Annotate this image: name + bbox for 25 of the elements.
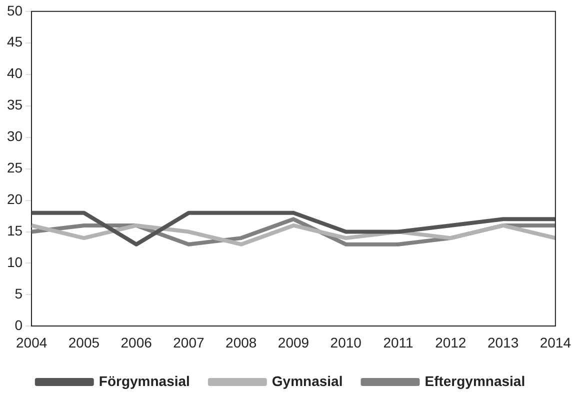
y-tick-label: 45 [6, 34, 23, 50]
y-tick-label: 35 [6, 96, 23, 113]
y-tick-label: 0 [14, 317, 23, 334]
x-tick-label: 2011 [383, 334, 414, 350]
x-tick-label: 2008 [226, 334, 257, 350]
x-tick-label: 2005 [68, 334, 100, 350]
y-tick-label: 40 [6, 65, 23, 82]
legend-label: Förgymnasial [98, 372, 190, 389]
y-tick-label: 20 [6, 191, 23, 208]
x-tick-label: 2004 [16, 334, 48, 350]
y-tick-label: 5 [14, 286, 23, 302]
x-tick-label: 2014 [540, 334, 572, 350]
x-tick-label: 2007 [173, 334, 205, 350]
y-tick-label: 30 [6, 128, 23, 144]
x-tick-label: 2010 [330, 334, 362, 350]
y-tick-label: 10 [6, 254, 23, 270]
x-tick-label: 2013 [487, 334, 519, 350]
x-tick-label: 2006 [120, 334, 152, 350]
y-tick-label: 15 [6, 222, 23, 239]
y-tick-label: 50 [6, 2, 23, 18]
legend-label: Gymnasial [272, 372, 343, 389]
legend-label: Eftergymnasial [424, 372, 526, 389]
x-tick-label: 2009 [278, 334, 310, 350]
y-tick-label: 25 [6, 160, 23, 176]
x-tick-label: 2012 [435, 334, 466, 350]
